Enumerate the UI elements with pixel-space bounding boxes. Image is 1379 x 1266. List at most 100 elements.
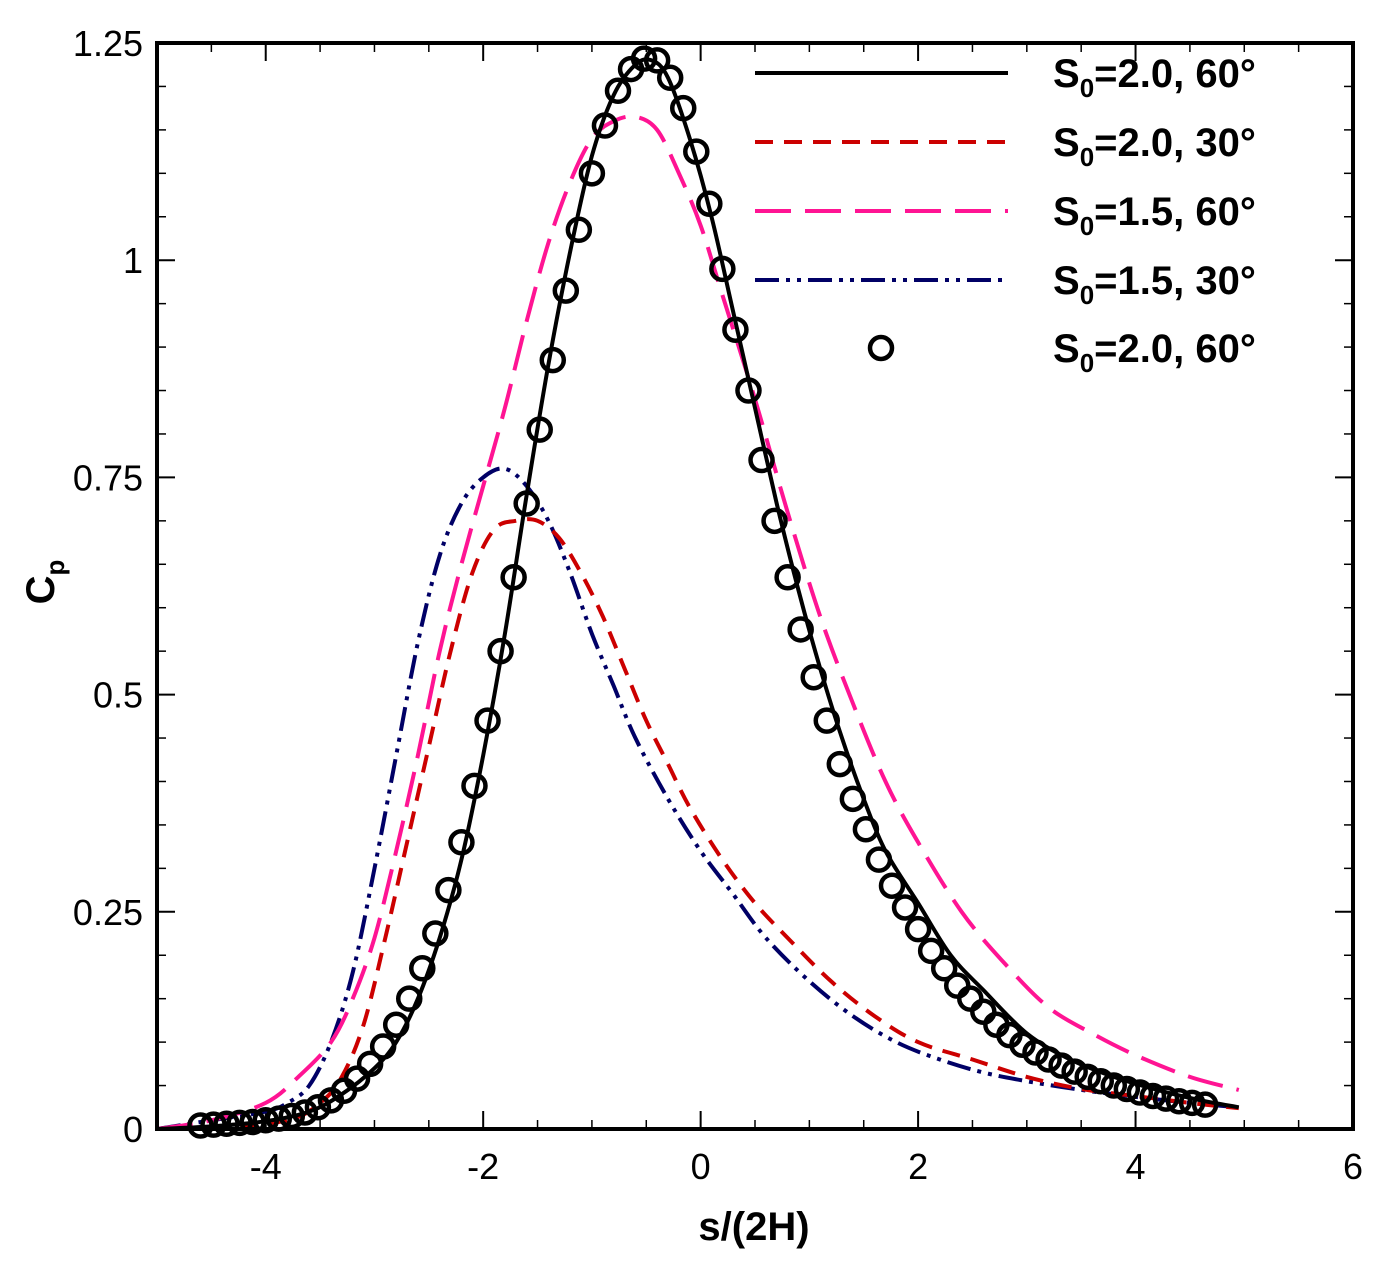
- data-point: [1100, 1072, 1128, 1099]
- legend-item: S0=2.0, 60°: [755, 52, 1256, 103]
- data-point: [748, 446, 775, 474]
- legend-label-sub: 0: [1080, 73, 1094, 103]
- data-point: [409, 955, 436, 982]
- data-point: [826, 750, 854, 778]
- series-0: [156, 57, 1240, 1131]
- y-tick-label: 0.25: [73, 892, 143, 933]
- data-point: [526, 416, 553, 443]
- x-tick-label: 0: [691, 1146, 711, 1187]
- legend-label-s: S: [1053, 52, 1080, 96]
- data-point: [669, 94, 697, 122]
- data-point: [839, 785, 867, 813]
- legend-label-s: S: [1053, 259, 1080, 303]
- legend-symbol: [867, 334, 895, 362]
- legend-label: S0=1.5, 60°: [1053, 190, 1256, 241]
- data-point: [800, 663, 827, 691]
- legend-item: S0=1.5, 30°: [755, 259, 1256, 310]
- data-point: [1087, 1067, 1115, 1095]
- data-point: [474, 707, 501, 734]
- data-point: [1022, 1039, 1049, 1066]
- data-point: [395, 985, 423, 1012]
- data-point: [1074, 1063, 1101, 1091]
- legend: S0=2.0, 60°S0=2.0, 30°S0=1.5, 60°S0=1.5,…: [755, 52, 1256, 378]
- data-point: [226, 1109, 253, 1137]
- data-point: [356, 1050, 384, 1078]
- data-point: [1191, 1091, 1219, 1118]
- series-line: [211, 517, 1239, 1131]
- data-point: [696, 190, 723, 217]
- data-point: [852, 816, 880, 843]
- data-point: [904, 915, 932, 943]
- data-point: [774, 564, 801, 591]
- data-point: [643, 47, 671, 74]
- legend-item: S0=2.0, 60°: [867, 327, 1256, 378]
- data-point: [787, 616, 814, 643]
- data-point: [630, 45, 658, 72]
- legend-label-rest: =2.0, 30°: [1094, 121, 1256, 165]
- series-line: [156, 114, 1240, 1131]
- series-line: [156, 57, 1240, 1131]
- x-tick-label: 6: [1343, 1146, 1363, 1187]
- x-tick-label: 2: [908, 1146, 928, 1187]
- data-point: [500, 564, 527, 591]
- data-point: [1139, 1082, 1167, 1110]
- data-point: [865, 846, 893, 873]
- data-point: [656, 64, 684, 92]
- data-point: [878, 872, 906, 899]
- x-tick-label: -4: [250, 1146, 282, 1187]
- data-point: [448, 829, 475, 856]
- data-point: [891, 894, 919, 921]
- data-point: [1009, 1031, 1036, 1058]
- series-2: [156, 114, 1240, 1131]
- data-point: [1178, 1089, 1206, 1117]
- legend-label-rest: =1.5, 60°: [1094, 190, 1256, 234]
- legend-label: S0=2.0, 30°: [1053, 121, 1256, 172]
- legend-label: S0=2.0, 60°: [1053, 327, 1256, 378]
- y-tick-label: 0: [123, 1109, 143, 1150]
- data-point: [1061, 1058, 1088, 1085]
- data-point: [565, 216, 593, 244]
- x-axis-title: s/(2H): [698, 1205, 809, 1249]
- legend-label-rest: =2.0, 60°: [1094, 327, 1256, 371]
- data-point: [761, 507, 788, 535]
- data-point: [552, 277, 580, 304]
- data-point: [813, 707, 841, 734]
- legend-label: S0=1.5, 30°: [1053, 259, 1256, 310]
- y-tick-label: 1: [123, 240, 143, 281]
- y-axis-title: Cp: [19, 560, 70, 605]
- data-point: [1048, 1052, 1075, 1079]
- data-point: [1152, 1085, 1180, 1112]
- data-point: [304, 1094, 332, 1121]
- data-point: [1126, 1079, 1154, 1106]
- data-point: [578, 160, 606, 187]
- series-1: [211, 517, 1239, 1131]
- data-point: [213, 1110, 240, 1138]
- data-point: [930, 955, 958, 982]
- data-point: [343, 1065, 371, 1092]
- data-point: [435, 876, 462, 904]
- data-point: [513, 490, 540, 517]
- data-point: [422, 920, 449, 947]
- data-point: [1113, 1075, 1141, 1103]
- data-point: [539, 346, 567, 374]
- y-tick-label: 1.25: [73, 23, 143, 64]
- data-point: [604, 77, 632, 105]
- data-point: [735, 377, 762, 404]
- data-point: [487, 637, 514, 665]
- y-axis-title-subscript: p: [40, 560, 70, 576]
- y-axis-title-main: C: [19, 576, 63, 605]
- legend-label-s: S: [1053, 190, 1080, 234]
- series-3: [156, 466, 1239, 1131]
- legend-label-sub: 0: [1080, 280, 1094, 310]
- data-point: [1165, 1087, 1193, 1115]
- data-point: [187, 1112, 214, 1139]
- legend-label-sub: 0: [1080, 211, 1094, 241]
- data-point: [591, 112, 619, 139]
- series-4: [187, 45, 1219, 1139]
- data-point: [722, 316, 749, 343]
- series-layer: [156, 45, 1240, 1139]
- data-point: [200, 1111, 227, 1138]
- legend-label-sub: 0: [1080, 348, 1094, 378]
